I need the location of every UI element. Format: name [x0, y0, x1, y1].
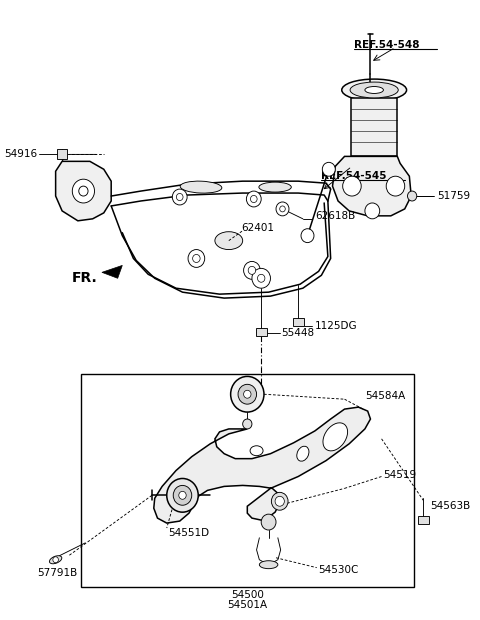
Text: 62401: 62401 — [241, 223, 274, 232]
Circle shape — [280, 206, 285, 212]
Ellipse shape — [365, 87, 384, 94]
Circle shape — [261, 514, 276, 530]
Circle shape — [188, 249, 204, 267]
Circle shape — [251, 195, 257, 203]
Text: 51759: 51759 — [437, 191, 470, 201]
Circle shape — [179, 492, 186, 499]
Text: 54530C: 54530C — [319, 565, 359, 575]
Circle shape — [172, 189, 187, 205]
Text: 54563B: 54563B — [430, 501, 470, 512]
Text: 54500: 54500 — [231, 590, 264, 600]
Polygon shape — [102, 265, 122, 278]
Ellipse shape — [250, 446, 263, 456]
Circle shape — [176, 193, 183, 201]
Ellipse shape — [49, 556, 62, 564]
Polygon shape — [154, 407, 371, 523]
Circle shape — [252, 268, 270, 288]
Ellipse shape — [350, 82, 398, 98]
Circle shape — [238, 384, 257, 404]
Polygon shape — [351, 98, 397, 156]
Text: 57791B: 57791B — [37, 568, 77, 578]
Polygon shape — [58, 149, 67, 159]
Circle shape — [408, 191, 417, 201]
Circle shape — [243, 419, 252, 429]
Text: 54501A: 54501A — [227, 600, 267, 610]
Circle shape — [322, 162, 335, 176]
Circle shape — [79, 186, 88, 196]
Circle shape — [167, 479, 198, 512]
Text: 62618B: 62618B — [315, 211, 355, 221]
Circle shape — [244, 262, 260, 279]
Text: 54916: 54916 — [4, 149, 37, 159]
Circle shape — [386, 176, 405, 196]
Ellipse shape — [342, 79, 407, 101]
Text: 54519: 54519 — [384, 469, 417, 479]
Text: 1125DG: 1125DG — [315, 321, 358, 331]
Circle shape — [244, 390, 251, 398]
Circle shape — [365, 203, 380, 219]
Polygon shape — [333, 156, 411, 216]
Circle shape — [271, 492, 288, 510]
Circle shape — [275, 497, 284, 506]
Circle shape — [53, 557, 59, 563]
Text: 55448: 55448 — [282, 328, 315, 338]
Circle shape — [257, 274, 265, 282]
Ellipse shape — [297, 446, 309, 461]
Circle shape — [173, 485, 192, 505]
Circle shape — [248, 267, 256, 275]
Text: 54551D: 54551D — [168, 528, 210, 538]
Polygon shape — [56, 161, 111, 221]
Ellipse shape — [259, 560, 278, 569]
Ellipse shape — [259, 182, 291, 192]
Polygon shape — [418, 516, 429, 524]
Circle shape — [276, 202, 289, 216]
Circle shape — [343, 176, 361, 196]
Circle shape — [192, 254, 200, 262]
Circle shape — [231, 376, 264, 412]
Polygon shape — [293, 318, 304, 326]
Text: REF.54-548: REF.54-548 — [354, 40, 420, 50]
Ellipse shape — [215, 232, 243, 249]
Bar — [81, 374, 414, 588]
Ellipse shape — [323, 423, 348, 451]
Text: REF.54-545: REF.54-545 — [322, 171, 387, 181]
Ellipse shape — [180, 181, 222, 193]
Polygon shape — [256, 328, 267, 336]
Circle shape — [301, 229, 314, 242]
Text: 54584A: 54584A — [365, 391, 405, 401]
Circle shape — [72, 179, 95, 203]
Text: FR.: FR. — [72, 272, 97, 285]
Circle shape — [246, 191, 261, 207]
